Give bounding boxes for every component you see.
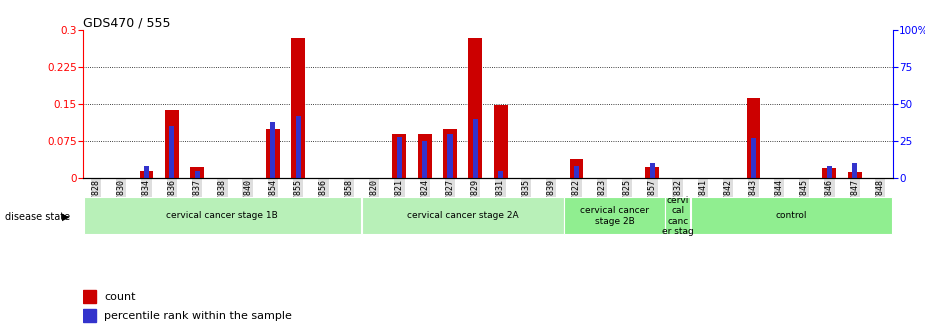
Bar xyxy=(570,159,584,178)
Text: cervical cancer
stage 2B: cervical cancer stage 2B xyxy=(580,206,649,225)
Bar xyxy=(83,290,96,303)
Text: cervi
cal
canc
er stag: cervi cal canc er stag xyxy=(661,196,694,236)
Bar xyxy=(296,116,301,178)
Bar xyxy=(443,129,457,178)
Bar xyxy=(362,197,563,235)
Bar xyxy=(847,172,862,178)
Text: control: control xyxy=(776,211,808,220)
Bar xyxy=(392,134,406,178)
Bar xyxy=(83,197,362,235)
Bar xyxy=(83,309,96,322)
Bar xyxy=(397,137,402,178)
Bar xyxy=(751,138,756,178)
Bar xyxy=(140,171,154,178)
Bar xyxy=(574,166,579,178)
Bar xyxy=(291,38,305,178)
Bar xyxy=(270,122,276,178)
Bar xyxy=(498,171,503,178)
Bar xyxy=(165,110,179,178)
Text: count: count xyxy=(104,292,136,302)
Text: GDS470 / 555: GDS470 / 555 xyxy=(83,17,171,30)
Text: cervical cancer stage 1B: cervical cancer stage 1B xyxy=(166,211,278,220)
Bar xyxy=(646,167,660,178)
Bar xyxy=(827,166,832,178)
Bar xyxy=(746,98,760,178)
Text: ▶: ▶ xyxy=(62,212,69,222)
Bar xyxy=(822,168,836,178)
Text: cervical cancer stage 2A: cervical cancer stage 2A xyxy=(407,211,518,220)
Bar xyxy=(169,126,174,178)
Bar xyxy=(418,134,432,178)
Bar xyxy=(194,171,200,178)
Bar xyxy=(852,163,857,178)
Bar xyxy=(691,197,893,235)
Bar xyxy=(266,129,280,178)
Text: disease state: disease state xyxy=(5,212,69,222)
Bar xyxy=(144,166,149,178)
Bar xyxy=(564,197,665,235)
Bar xyxy=(422,141,427,178)
Bar xyxy=(448,134,452,178)
Bar xyxy=(665,197,690,235)
Bar xyxy=(494,105,508,178)
Bar xyxy=(649,163,655,178)
Bar xyxy=(473,119,478,178)
Bar xyxy=(191,167,204,178)
Bar xyxy=(468,38,482,178)
Text: percentile rank within the sample: percentile rank within the sample xyxy=(104,311,292,321)
